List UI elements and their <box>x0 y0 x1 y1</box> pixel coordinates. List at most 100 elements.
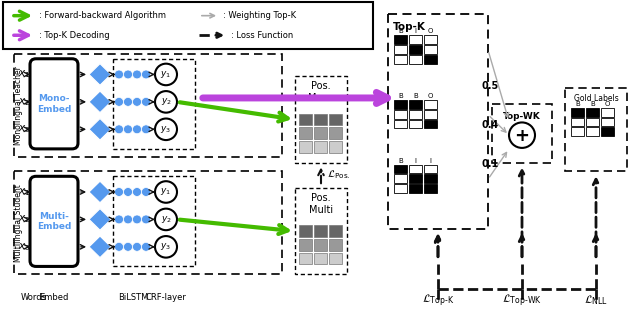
Text: B: B <box>398 158 403 163</box>
Text: Multi-
Embed: Multi- Embed <box>37 212 71 231</box>
Text: CRF-layer: CRF-layer <box>145 293 186 302</box>
Text: Top-K: Top-K <box>393 22 426 32</box>
Bar <box>3 2 373 49</box>
Text: Words: Words <box>21 293 47 302</box>
Text: I: I <box>415 158 417 163</box>
Text: $x_1$: $x_1$ <box>18 69 30 80</box>
Bar <box>424 35 437 44</box>
Text: $\mathcal{L}_{\mathrm{Pos.}}$: $\mathcal{L}_{\mathrm{Pos.}}$ <box>327 168 351 181</box>
Text: $x_2$: $x_2$ <box>18 213 30 225</box>
Circle shape <box>124 70 132 79</box>
Bar <box>424 164 437 173</box>
Bar <box>394 55 407 64</box>
Bar <box>394 119 407 128</box>
Polygon shape <box>89 64 111 85</box>
Circle shape <box>141 125 150 134</box>
Bar <box>424 174 437 183</box>
Bar <box>409 164 422 173</box>
Bar <box>409 55 422 64</box>
Text: I: I <box>415 28 417 34</box>
Text: Gold Labels: Gold Labels <box>573 94 618 103</box>
Text: BiLSTM: BiLSTM <box>118 293 148 302</box>
Circle shape <box>141 97 150 106</box>
Circle shape <box>132 188 141 196</box>
Bar <box>424 119 437 128</box>
Bar <box>601 108 614 117</box>
Circle shape <box>132 242 141 251</box>
Text: $x_2$: $x_2$ <box>18 96 30 108</box>
Bar <box>394 35 407 44</box>
Text: : Forward-backward Algorithm: : Forward-backward Algorithm <box>39 11 166 20</box>
Text: B: B <box>575 101 580 107</box>
Circle shape <box>141 188 150 196</box>
Text: $y_3$: $y_3$ <box>161 124 172 135</box>
Text: $y_1$: $y_1$ <box>161 187 172 197</box>
Circle shape <box>155 64 177 85</box>
Bar <box>571 108 584 117</box>
Text: $y_2$: $y_2$ <box>161 214 172 225</box>
Bar <box>314 253 327 265</box>
Polygon shape <box>89 236 111 258</box>
Text: O: O <box>428 28 433 34</box>
Circle shape <box>115 70 124 79</box>
Circle shape <box>124 97 132 106</box>
Bar <box>409 45 422 54</box>
Bar <box>314 225 327 237</box>
FancyBboxPatch shape <box>30 176 78 266</box>
Text: B: B <box>398 28 403 34</box>
Circle shape <box>509 122 535 148</box>
Bar <box>299 225 312 237</box>
Text: B: B <box>590 101 595 107</box>
Text: $y_1$: $y_1$ <box>161 69 172 80</box>
Bar <box>571 127 584 136</box>
Bar <box>329 239 342 251</box>
Circle shape <box>155 119 177 140</box>
Bar <box>394 164 407 173</box>
Circle shape <box>141 242 150 251</box>
Text: Mono-
Embed: Mono- Embed <box>37 94 71 114</box>
Text: $\mathcal{L}_{\mathrm{Top\text{-}K}}$: $\mathcal{L}_{\mathrm{Top\text{-}K}}$ <box>422 293 454 309</box>
Bar <box>329 225 342 237</box>
Bar <box>409 184 422 193</box>
Bar <box>601 127 614 136</box>
Bar <box>329 253 342 265</box>
Circle shape <box>132 215 141 224</box>
Polygon shape <box>89 209 111 230</box>
Bar <box>394 100 407 109</box>
Circle shape <box>141 215 150 224</box>
Bar <box>586 118 599 126</box>
Text: O: O <box>605 101 610 107</box>
Text: $y_3$: $y_3$ <box>161 241 172 252</box>
Bar <box>314 239 327 251</box>
Text: Top-WK: Top-WK <box>503 112 541 121</box>
Text: 0.5: 0.5 <box>482 81 499 91</box>
Bar <box>299 239 312 251</box>
Circle shape <box>124 215 132 224</box>
Text: $y_2$: $y_2$ <box>161 96 172 107</box>
Text: : Loss Function: : Loss Function <box>231 31 293 40</box>
Circle shape <box>115 215 124 224</box>
Circle shape <box>155 181 177 203</box>
Bar <box>314 114 327 125</box>
Text: B: B <box>413 93 418 99</box>
Bar <box>394 174 407 183</box>
Bar <box>424 45 437 54</box>
Text: Monolingual Teacher: Monolingual Teacher <box>15 66 24 145</box>
Polygon shape <box>89 119 111 140</box>
Circle shape <box>115 125 124 134</box>
Text: 0.1: 0.1 <box>482 159 499 169</box>
Bar <box>314 127 327 139</box>
Text: $x_3$: $x_3$ <box>18 124 30 135</box>
Circle shape <box>132 125 141 134</box>
Bar <box>394 45 407 54</box>
Text: : Weighting Top-K: : Weighting Top-K <box>223 11 296 20</box>
Bar <box>571 118 584 126</box>
Bar <box>314 141 327 153</box>
Bar <box>299 114 312 125</box>
Circle shape <box>124 125 132 134</box>
Text: Multilingual Student: Multilingual Student <box>15 184 24 262</box>
Text: : Top-K Decoding: : Top-K Decoding <box>39 31 109 40</box>
Bar <box>601 118 614 126</box>
Bar <box>409 35 422 44</box>
Circle shape <box>124 242 132 251</box>
